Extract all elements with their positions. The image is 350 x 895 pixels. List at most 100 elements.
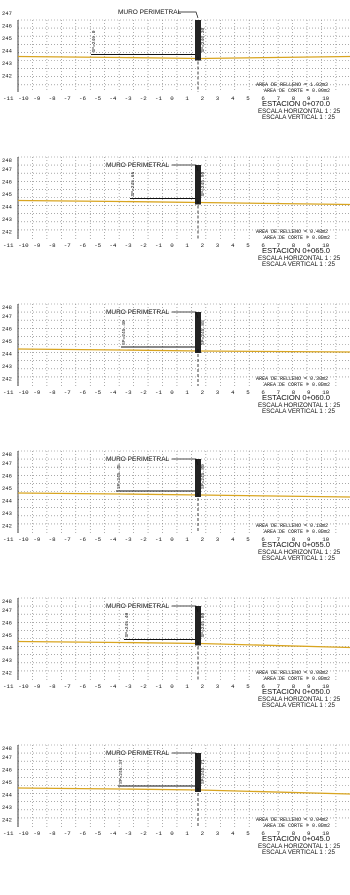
elevation-label: 246 [2,179,12,186]
level-label-left: SP=245.37 [118,759,124,784]
elevation-label: 247 [2,754,12,761]
x-tick-label: -6 [79,536,86,543]
x-tick-label: -11 [3,95,14,102]
wall-leader [172,164,199,172]
elevation-label: 246 [2,620,12,627]
x-tick-label: -5 [94,389,101,396]
x-tick-label: 2 [201,95,205,102]
station-title: ESTACION 0+050.0 [262,687,330,696]
x-tick-label: -11 [3,536,14,543]
wall-leader [172,458,199,466]
level-label-right: SP=245.80 [200,464,206,489]
elevation-label: 245 [2,632,12,639]
elevation-label: 246 [2,23,12,30]
x-tick-label: 3 [216,242,220,249]
x-tick-label: 10 [322,95,329,102]
elevation-label: 244 [2,351,13,358]
x-tick-label: 7 [277,242,281,249]
wall-label: MURO PERIMETRAL [106,162,170,169]
scale-horizontal: ESCALA HORIZONTAL 1 : 25 [258,696,341,703]
x-tick-label: 8 [292,536,296,543]
x-tick-label: -11 [3,242,14,249]
level-label-right: SP=245.85 [200,320,206,345]
wall-label: MURO PERIMETRAL [106,603,170,610]
cut-area-label: AREA DE CORTE = 0.00m2 [264,676,330,682]
x-tick-label: 4 [231,95,235,102]
x-tick-label: 2 [201,536,205,543]
x-tick-label: 8 [292,683,296,690]
terrain-line [17,55,350,60]
x-tick-label: -4 [109,683,116,690]
wall-leader [172,752,199,760]
elevation-label: 245 [2,35,12,42]
x-tick-label: -1 [155,389,162,396]
x-tick-label: -3 [125,242,132,249]
x-tick-label: 10 [322,389,329,396]
wall-label: MURO PERIMETRAL [106,309,170,316]
fill-area-label: AREA DE RELLENO = 0.48m2 [256,229,328,235]
terrain-line [17,492,350,498]
x-tick-label: 1 [185,536,189,543]
wall-leader [172,605,199,613]
x-tick-label: 4 [231,242,235,249]
scale-horizontal: ESCALA HORIZONTAL 1 : 25 [258,108,341,115]
elevation-label: 248 [2,304,12,311]
x-tick-label: -2 [140,536,147,543]
x-tick-label: -10 [18,683,29,690]
x-tick-label: 5 [246,536,250,543]
fill-area-label: AREA DE RELLENO = 1.02m2 [256,82,328,88]
scale-horizontal: ESCALA HORIZONTAL 1 : 25 [258,843,341,850]
elevation-label: 245 [2,485,12,492]
x-tick-label: -6 [79,389,86,396]
elevation-label: 244 [2,498,13,505]
elevation-label: 242 [2,670,12,677]
cut-area-label: AREA DE CORTE = 0.00m2 [264,529,330,535]
elevation-label: 244 [2,204,13,211]
elevation-label: 247 [2,607,12,614]
x-tick-label: -3 [125,536,132,543]
station-title: ESTACION 0+060.0 [262,393,330,402]
x-tick-label: 3 [216,95,220,102]
x-tick-label: 1 [185,683,189,690]
elevation-label: 242 [2,523,12,530]
x-tick-label: 3 [216,536,220,543]
x-tick-label: 3 [216,683,220,690]
x-tick-label: -8 [49,536,56,543]
x-tick-label: -3 [125,683,132,690]
x-tick-label: -8 [49,683,56,690]
x-tick-label: -7 [64,389,71,396]
x-tick-label: 6 [261,242,265,249]
cut-area-label: AREA DE CORTE = 0.00m2 [264,382,330,388]
x-tick-label: 0 [170,95,174,102]
elevation-label: 248 [2,745,12,752]
elevation-label: 245 [2,779,12,786]
level-label-left: SP=245.40 [121,320,127,345]
wall-leader [178,11,199,19]
x-tick-label: -5 [94,830,101,837]
elevation-label: 246 [2,473,12,480]
x-tick-label: -7 [64,95,71,102]
x-tick-label: -6 [79,242,86,249]
x-tick-label: -8 [49,242,56,249]
x-tick-label: 1 [185,830,189,837]
x-tick-label: 4 [231,683,235,690]
x-tick-label: 10 [322,683,329,690]
fill-area-label: AREA DE RELLENO = 0.18m2 [256,523,328,529]
x-tick-label: 10 [322,536,329,543]
x-tick-label: 2 [201,830,205,837]
station-title: ESTACION 0+070.0 [262,99,330,108]
x-tick-label: -8 [49,389,56,396]
scale-vertical: ESCALA VERTICAL 1 : 25 [262,408,335,415]
x-tick-label: -1 [155,242,162,249]
x-tick-label: 5 [246,95,250,102]
x-tick-label: 0 [170,389,174,396]
elevation-label: 245 [2,191,12,198]
x-tick-label: -10 [18,95,29,102]
wall-label: MURO PERIMETRAL [118,9,182,16]
terrain-line [17,348,350,353]
x-tick-label: -4 [109,389,116,396]
elevation-label: 242 [2,817,12,824]
